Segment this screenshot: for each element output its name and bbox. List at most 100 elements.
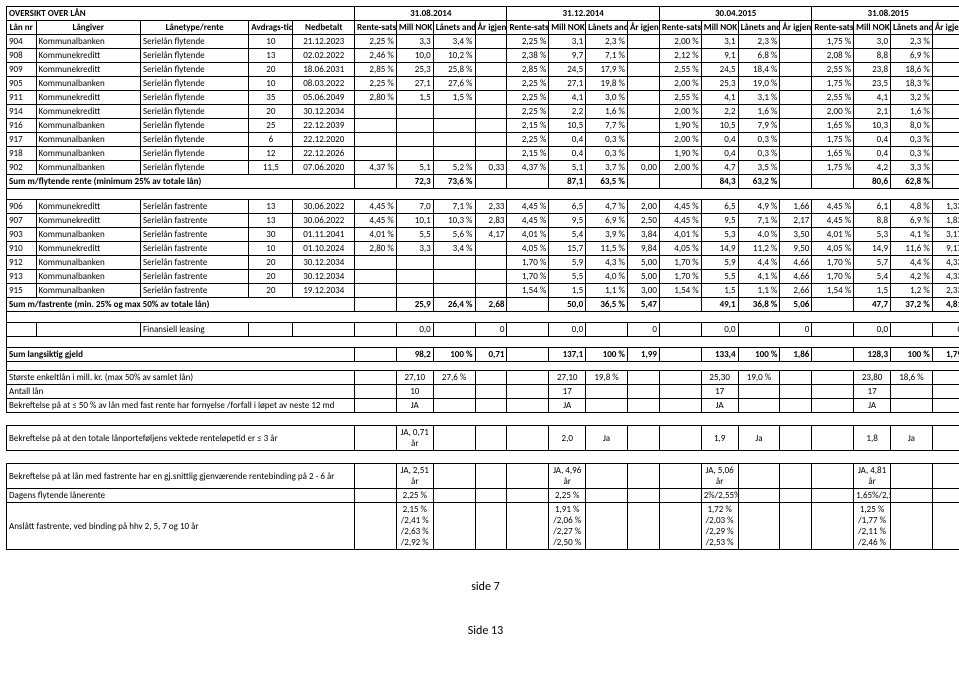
cell: 20	[249, 63, 293, 77]
cell	[780, 63, 812, 77]
cell: 4,05 %	[812, 242, 854, 256]
hdr-p0-3: År igjen	[475, 21, 507, 35]
info-cell	[932, 503, 959, 550]
info-label: Anslått fastrente, ved binding på hhv 2,…	[7, 503, 355, 550]
cell	[355, 105, 397, 119]
cell: Serielån fastrente	[141, 256, 249, 270]
info-cell: 2,25 %	[396, 489, 433, 503]
cell: 1,6 %	[891, 105, 933, 119]
cell: 1,1 %	[586, 284, 628, 298]
cell	[932, 49, 959, 63]
cell: 0,00	[627, 161, 659, 175]
info-cell	[433, 399, 475, 413]
info-cell	[659, 464, 701, 489]
cell: 25	[249, 119, 293, 133]
info-cell: 1,8	[854, 426, 891, 451]
info-cell	[355, 489, 397, 503]
cell: 902	[7, 161, 37, 175]
sum-cell: 50,0	[549, 298, 586, 312]
info-cell	[780, 503, 812, 550]
info-cell	[812, 464, 854, 489]
cell: 18,6 %	[891, 63, 933, 77]
hdr-p1-1: Mill NOK	[549, 21, 586, 35]
cell: Serielån flytende	[141, 105, 249, 119]
cell	[355, 119, 397, 133]
cell: 912	[7, 256, 37, 270]
info-cell: 27,10	[549, 371, 586, 385]
cell: 4,45 %	[659, 200, 701, 214]
hdr-p0-0: Rente-sats	[355, 21, 397, 35]
cell: 11,5 %	[586, 242, 628, 256]
cell: 5,1	[549, 161, 586, 175]
cell: 5,7	[854, 256, 891, 270]
cell: 4,01 %	[507, 228, 549, 242]
cell: 2,55 %	[812, 91, 854, 105]
info-cell	[659, 371, 701, 385]
cell	[627, 105, 659, 119]
cell	[355, 147, 397, 161]
hdr-p2-2: Lånets andel	[738, 21, 780, 35]
cell: 25,3	[701, 77, 738, 91]
cell: 4,2	[854, 161, 891, 175]
cell: 1,75 %	[812, 133, 854, 147]
cell: 23,5	[854, 77, 891, 91]
cell: 906	[7, 200, 37, 214]
cell: 30.12.2034	[293, 105, 355, 119]
cell: 1,54 %	[507, 284, 549, 298]
leasing-cell: 0	[780, 323, 812, 337]
cell: 5,3	[854, 228, 891, 242]
info-cell: JA	[549, 399, 586, 413]
sum-cell	[812, 348, 854, 362]
cell: 6,1	[854, 200, 891, 214]
sum-cell: 1,86	[780, 348, 812, 362]
cell: 2,55 %	[659, 91, 701, 105]
cell: Serielån fastrente	[141, 284, 249, 298]
cell: 1,5 %	[433, 91, 475, 105]
info-cell	[932, 464, 959, 489]
sum-cell: 98,2	[396, 348, 433, 362]
cell: 9,84	[627, 242, 659, 256]
info-cell	[475, 399, 507, 413]
sum-cell: 73,6 %	[433, 175, 475, 189]
cell: 3,1	[701, 35, 738, 49]
cell: 3,3	[396, 242, 433, 256]
info-cell: 19,0 %	[738, 371, 780, 385]
cell: 0,4	[854, 133, 891, 147]
cell: 2,25 %	[507, 91, 549, 105]
cell: 22.12.2026	[293, 147, 355, 161]
cell: Serielån flytende	[141, 133, 249, 147]
cell: 0,3 %	[891, 133, 933, 147]
info-cell: JA, 4,96 år	[549, 464, 586, 489]
sum-cell: 1,79	[932, 348, 959, 362]
cell: 909	[7, 63, 37, 77]
cell: 2,80 %	[355, 91, 397, 105]
cell: 3,9 %	[586, 228, 628, 242]
cell: 4,1 %	[891, 228, 933, 242]
cell: 2,85 %	[507, 63, 549, 77]
leasing-cell	[293, 323, 355, 337]
cell: 3,1	[549, 35, 586, 49]
info-cell: 2,15 % /2,41 % /2,63 % /2,92 %	[396, 503, 433, 550]
info-cell	[627, 503, 659, 550]
sum-cell	[355, 348, 397, 362]
cell: 3,5 %	[738, 161, 780, 175]
cell: 20	[249, 270, 293, 284]
info-label: Største enkeltlån i mill. kr. (max 50% a…	[7, 371, 355, 385]
cell	[627, 77, 659, 91]
cell: 6	[249, 133, 293, 147]
cell: 5,2 %	[433, 161, 475, 175]
cell: Kommunekreditt	[36, 200, 141, 214]
info-cell	[507, 385, 549, 399]
info-cell	[507, 371, 549, 385]
cell: 1,6 %	[586, 105, 628, 119]
cell: 30.06.2022	[293, 200, 355, 214]
info-cell	[355, 399, 397, 413]
sum-cell: 100 %	[891, 348, 933, 362]
info-cell	[659, 385, 701, 399]
cell: 13	[249, 49, 293, 63]
info-cell	[627, 399, 659, 413]
info-cell	[780, 426, 812, 451]
cell	[780, 49, 812, 63]
cell: 2,00 %	[659, 77, 701, 91]
cell: 30.06.2022	[293, 214, 355, 228]
